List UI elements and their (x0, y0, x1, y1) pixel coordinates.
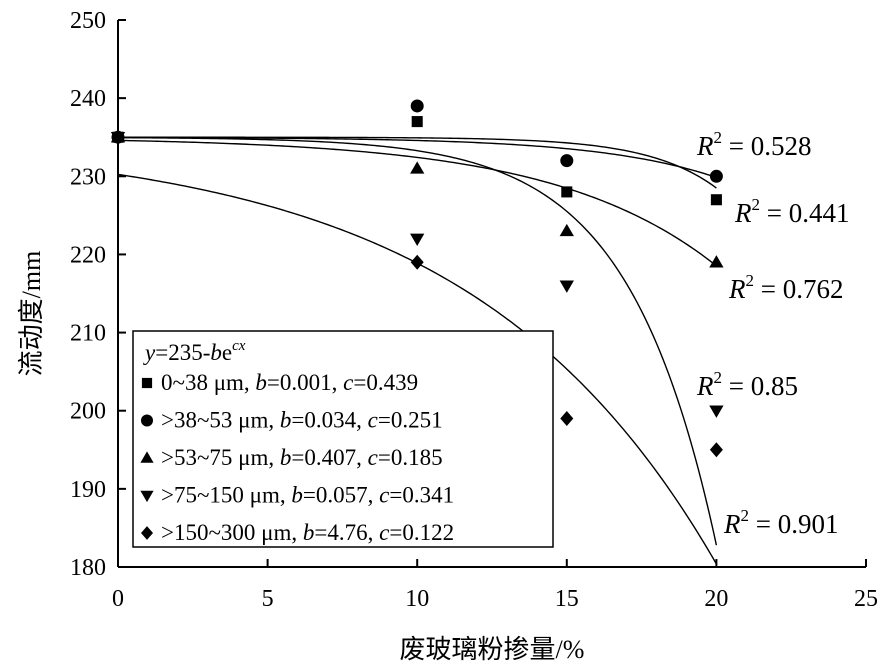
r2-value: 0.85 (751, 371, 798, 401)
legend-label-1: 0~38 μm, b=0.001, c=0.439 (161, 370, 418, 395)
data-point-s3 (559, 223, 574, 237)
data-point-s4 (559, 280, 574, 293)
x-tick-label: 0 (112, 586, 124, 612)
y-tick-label: 250 (70, 8, 106, 34)
legend-marker-3 (140, 451, 154, 463)
fit-curve-4 (117, 136, 718, 546)
data-points (110, 99, 724, 458)
y-tick-label: 220 (70, 242, 106, 268)
axes (117, 20, 866, 568)
r2-label: R2 = 0.901 (723, 506, 838, 539)
data-point-s4 (709, 405, 724, 418)
legend-title-y: y (143, 340, 156, 365)
r2-label: R2 = 0.85 (696, 368, 798, 401)
r2-value: 0.762 (783, 274, 844, 304)
data-point-s2 (560, 154, 574, 168)
legend-label-4: >75~150 μm, b=0.057, c=0.341 (161, 483, 454, 508)
legend-marker-4 (140, 490, 154, 503)
legend-marker-5 (141, 526, 153, 540)
data-point-s2 (410, 99, 424, 113)
data-point-s5 (410, 254, 424, 270)
y-tick-label: 200 (70, 399, 106, 425)
r2-label: R2 = 0.762 (728, 271, 843, 304)
data-point-s1 (710, 194, 722, 206)
data-point-s1 (561, 186, 573, 198)
y-tick-label: 210 (70, 321, 106, 347)
data-point-s4 (410, 233, 425, 246)
legend: y=235-becx 0~38 μm, b=0.001, c=0.439 >38~… (132, 330, 554, 548)
data-point-s2 (709, 169, 723, 183)
legend-title-eq: =235- (155, 340, 210, 365)
data-point-s5 (709, 442, 723, 458)
legend-label-3: >53~75 μm, b=0.407, c=0.185 (161, 445, 443, 470)
data-point-s1 (411, 116, 423, 128)
legend-marker-2 (141, 414, 153, 427)
fit-curve-2 (117, 136, 717, 179)
r2-label: R2 = 0.441 (734, 195, 849, 228)
legend-title-b: b (210, 340, 222, 365)
r2-label: R2 = 0.528 (696, 128, 811, 161)
legend-box (132, 330, 554, 548)
data-point-s5 (560, 411, 574, 427)
legend-marker-1 (141, 377, 153, 389)
r2-value: 0.528 (751, 131, 812, 161)
ticks: 180 190 200 210 220 230 240 250 0 5 10 15 20 25 (70, 8, 878, 612)
r2-value: 0.441 (789, 198, 850, 228)
x-tick-label: 10 (405, 586, 429, 612)
x-tick-label: 5 (262, 586, 274, 612)
data-point-s3 (410, 161, 425, 174)
legend-items: 0~38 μm, b=0.001, c=0.439 >38~53 μm, b=0.… (140, 370, 454, 545)
x-tick-label: 15 (555, 586, 579, 612)
data-point-s5 (111, 129, 125, 145)
legend-title-e: e (222, 340, 232, 365)
legend-title-exponent: cx (232, 338, 246, 354)
y-tick-label: 190 (70, 477, 106, 503)
data-point-s3 (709, 255, 724, 268)
legend-title: y=235-becx (143, 338, 246, 365)
y-tick-label: 180 (70, 555, 106, 581)
x-axis-title: 废玻璃粉掺量/% (400, 635, 585, 664)
fit-curve-3 (117, 139, 717, 267)
legend-label-5: >150~300 μm, b=4.76, c=0.122 (161, 520, 454, 545)
x-tick-label: 20 (704, 586, 728, 612)
y-tick-label: 230 (70, 164, 106, 190)
y-axis-title: 流动度/mm (17, 251, 46, 377)
r2-value: 0.901 (778, 509, 839, 539)
legend-label-2: >38~53 μm, b=0.034, c=0.251 (161, 408, 443, 433)
r2-labels: R2 = 0.441 R2 = 0.528 R2 = 0.762 R2 = 0.85 R… (696, 128, 849, 539)
x-tick-label: 25 (854, 586, 878, 612)
y-tick-label: 240 (70, 86, 106, 112)
